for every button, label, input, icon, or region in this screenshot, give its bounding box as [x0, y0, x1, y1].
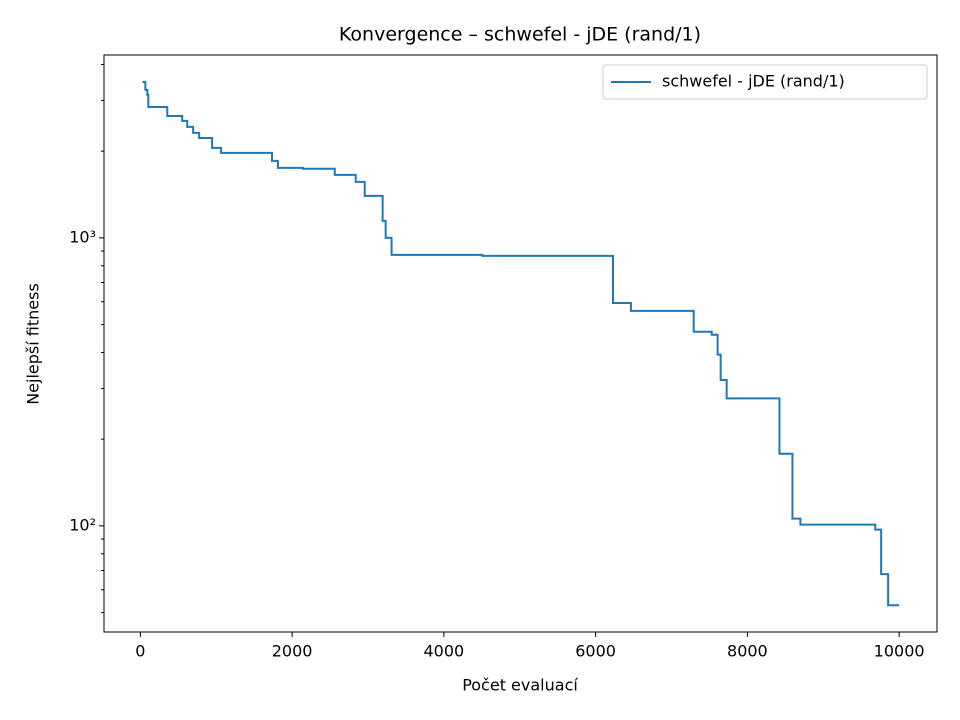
- y-tick-label: 10²: [69, 515, 96, 534]
- x-tick-label: 10000: [874, 642, 925, 661]
- x-tick-label: 8000: [727, 642, 768, 661]
- legend-box: [602, 64, 928, 100]
- line: [142, 80, 900, 607]
- x-tick-label: 4000: [424, 642, 465, 661]
- plot-frame: [103, 54, 938, 633]
- chart-title: Konvergence – schwefel - jDE (rand/1): [339, 24, 701, 46]
- x-tick-label: 2000: [272, 642, 313, 661]
- x-axis-label: Počet evaluací: [462, 676, 578, 695]
- legend-label: schwefel - jDE (rand/1): [662, 72, 845, 91]
- y-tick-label: 10³: [69, 227, 96, 246]
- x-tick-label: 6000: [575, 642, 616, 661]
- y-axis-label: Nejlepší fitness: [24, 283, 43, 405]
- x-tick-label: 0: [135, 642, 145, 661]
